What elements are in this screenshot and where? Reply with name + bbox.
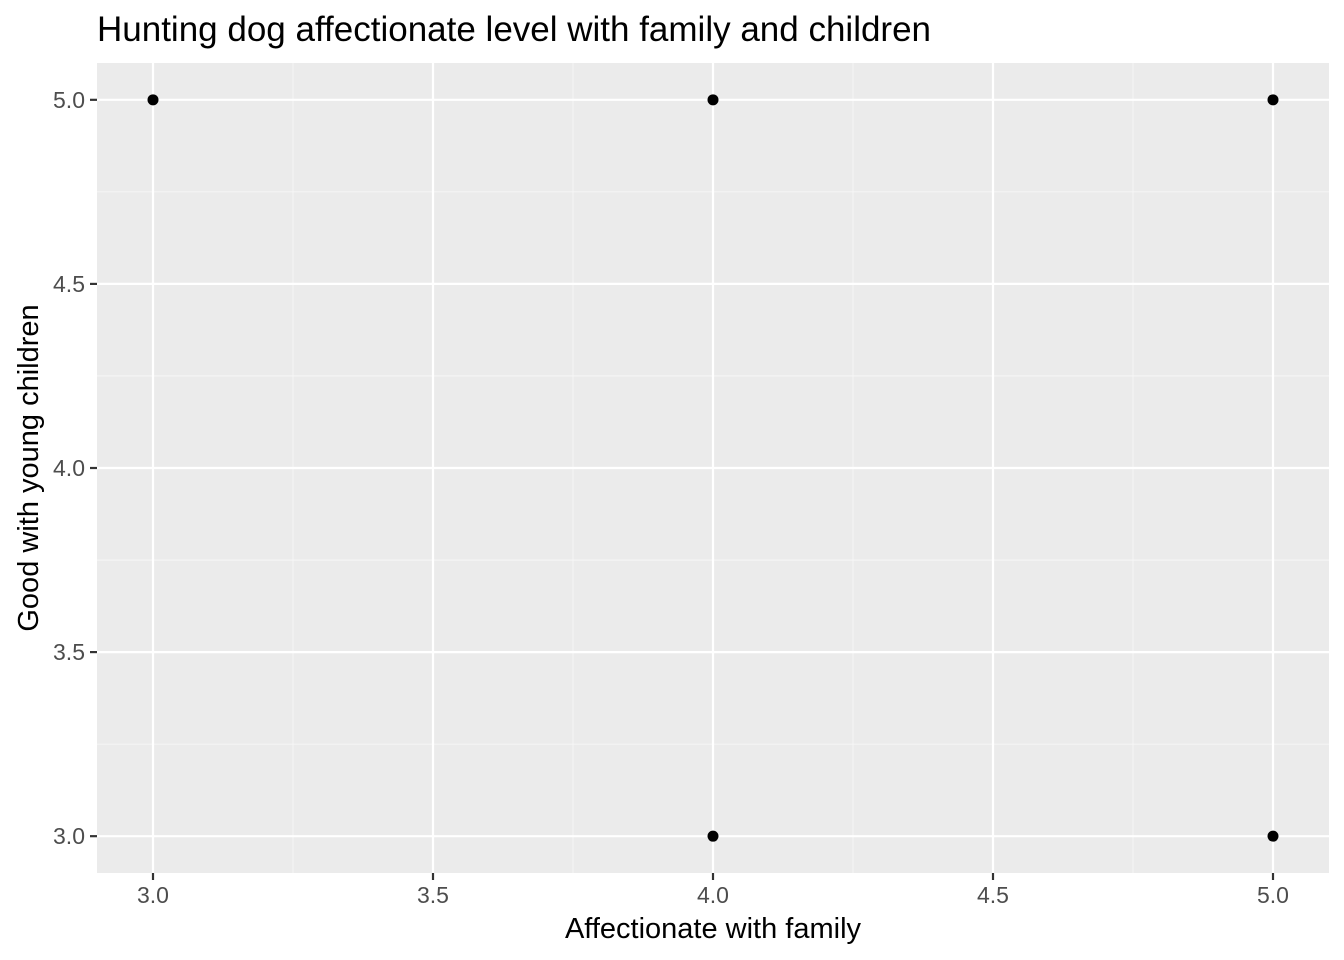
x-tick-label: 3.0 xyxy=(137,882,169,908)
y-axis-title: Good with young children xyxy=(13,304,45,631)
x-axis: 3.0 3.5 4.0 4.5 5.0 xyxy=(137,873,1289,908)
y-tick-label: 5.0 xyxy=(53,87,85,113)
y-tick-label: 4.5 xyxy=(53,271,85,297)
y-tick-label: 3.0 xyxy=(53,823,85,849)
data-point xyxy=(1267,94,1279,106)
x-tick-label: 5.0 xyxy=(1257,882,1289,908)
x-axis-title: Affectionate with family xyxy=(565,913,862,945)
points-layer xyxy=(147,94,1279,842)
data-point xyxy=(147,94,159,106)
x-tick-label: 4.0 xyxy=(697,882,729,908)
data-point xyxy=(1267,830,1279,842)
x-tick-label: 4.5 xyxy=(977,882,1009,908)
x-tick-label: 3.5 xyxy=(417,882,449,908)
chart-title: Hunting dog affectionate level with fami… xyxy=(97,10,931,49)
y-tick-label: 3.5 xyxy=(53,639,85,665)
data-point xyxy=(707,94,719,106)
y-tick-label: 4.0 xyxy=(53,455,85,481)
data-point xyxy=(707,830,719,842)
y-axis: 3.0 3.5 4.0 4.5 5.0 xyxy=(53,87,97,849)
